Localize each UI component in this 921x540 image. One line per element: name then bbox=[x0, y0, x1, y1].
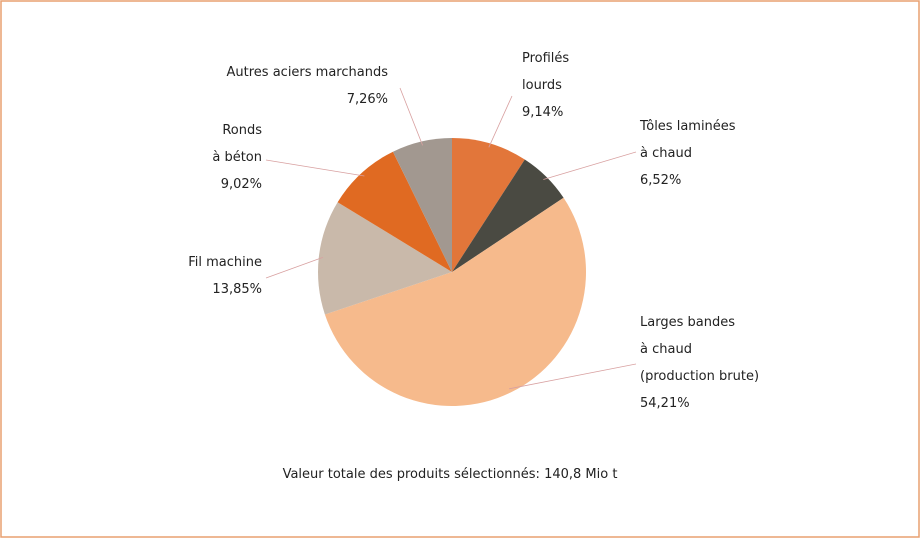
pie-slice bbox=[324, 197, 587, 407]
slice-label: Larges bandes à chaud (production brute) bbox=[640, 315, 759, 384]
pie-slice bbox=[452, 138, 525, 272]
slice-label-line: Profilés bbox=[522, 51, 569, 66]
slice-label-line: à béton bbox=[212, 150, 262, 165]
value-label: 9,02% bbox=[221, 177, 262, 192]
slice-label-line: Tôles laminées bbox=[639, 119, 736, 134]
slice-label: Fil machine bbox=[188, 255, 262, 270]
leader-line bbox=[399, 87, 423, 146]
value-label: 54,21% bbox=[640, 396, 690, 411]
slice-label: Profilés lourds bbox=[522, 51, 569, 93]
slice-label-line: Larges bandes bbox=[640, 315, 735, 330]
value-label: 7,26% bbox=[347, 92, 388, 107]
leader-line bbox=[509, 363, 637, 390]
leader-line bbox=[488, 95, 513, 148]
slice-label-line: à chaud bbox=[640, 342, 692, 357]
slice-label: Ronds à béton bbox=[212, 123, 262, 165]
note: Valeur totale des produits sélectionnés:… bbox=[283, 467, 618, 482]
slice-label: Autres aciers marchands bbox=[227, 65, 389, 80]
value-label: 13,85% bbox=[212, 282, 262, 297]
slice-label-line: Ronds bbox=[222, 123, 262, 138]
slice-label-line: Autres aciers marchands bbox=[227, 65, 389, 80]
slice-label-line: Fil machine bbox=[188, 255, 262, 270]
pie-slice bbox=[317, 202, 452, 315]
slice-label: Tôles laminées à chaud bbox=[639, 119, 736, 161]
slice-label-line: lourds bbox=[522, 78, 562, 93]
leader-line bbox=[543, 151, 637, 180]
slice-label-line: (production brute) bbox=[640, 369, 759, 384]
value-label: 6,52% bbox=[640, 173, 681, 188]
pie-slice bbox=[337, 151, 452, 272]
slice-label-line: à chaud bbox=[640, 146, 692, 161]
pie-slice bbox=[452, 159, 564, 272]
leader-line bbox=[265, 256, 323, 279]
leader-line bbox=[265, 159, 365, 177]
value-label: 9,14% bbox=[522, 105, 563, 120]
pie-slice bbox=[392, 138, 452, 272]
